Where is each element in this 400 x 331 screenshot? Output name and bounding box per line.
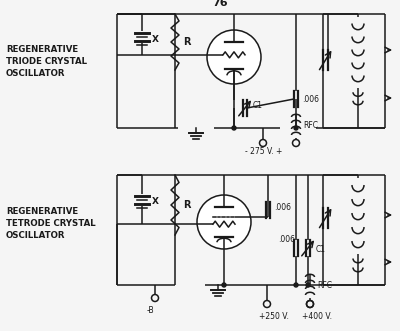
- Text: C1: C1: [253, 102, 263, 111]
- Text: +400 V.: +400 V.: [302, 312, 332, 321]
- Text: X: X: [152, 34, 159, 43]
- Text: .006: .006: [274, 203, 291, 212]
- Text: RFC: RFC: [303, 121, 318, 130]
- Circle shape: [232, 126, 236, 130]
- Text: OSCILLATOR: OSCILLATOR: [6, 231, 66, 241]
- Text: REGENERATIVE: REGENERATIVE: [6, 208, 78, 216]
- Text: -B: -B: [147, 306, 155, 315]
- Text: .006: .006: [302, 94, 319, 104]
- Text: +250 V.: +250 V.: [259, 312, 289, 321]
- Text: .006: .006: [278, 235, 295, 245]
- Circle shape: [306, 283, 310, 287]
- Circle shape: [222, 283, 226, 287]
- Text: TETRODE CRYSTAL: TETRODE CRYSTAL: [6, 219, 96, 228]
- Text: RFC: RFC: [317, 281, 332, 291]
- Text: C1: C1: [316, 246, 326, 255]
- Circle shape: [294, 126, 298, 130]
- Text: R: R: [183, 37, 190, 47]
- Text: TRIODE CRYSTAL: TRIODE CRYSTAL: [6, 58, 87, 67]
- Text: 76: 76: [212, 0, 228, 8]
- Circle shape: [197, 195, 251, 249]
- Text: R: R: [183, 200, 190, 210]
- Text: X: X: [152, 198, 159, 207]
- Text: REGENERATIVE: REGENERATIVE: [6, 45, 78, 55]
- Circle shape: [294, 283, 298, 287]
- Text: OSCILLATOR: OSCILLATOR: [6, 70, 66, 78]
- Text: - 275 V. +: - 275 V. +: [245, 148, 282, 157]
- Circle shape: [207, 30, 261, 84]
